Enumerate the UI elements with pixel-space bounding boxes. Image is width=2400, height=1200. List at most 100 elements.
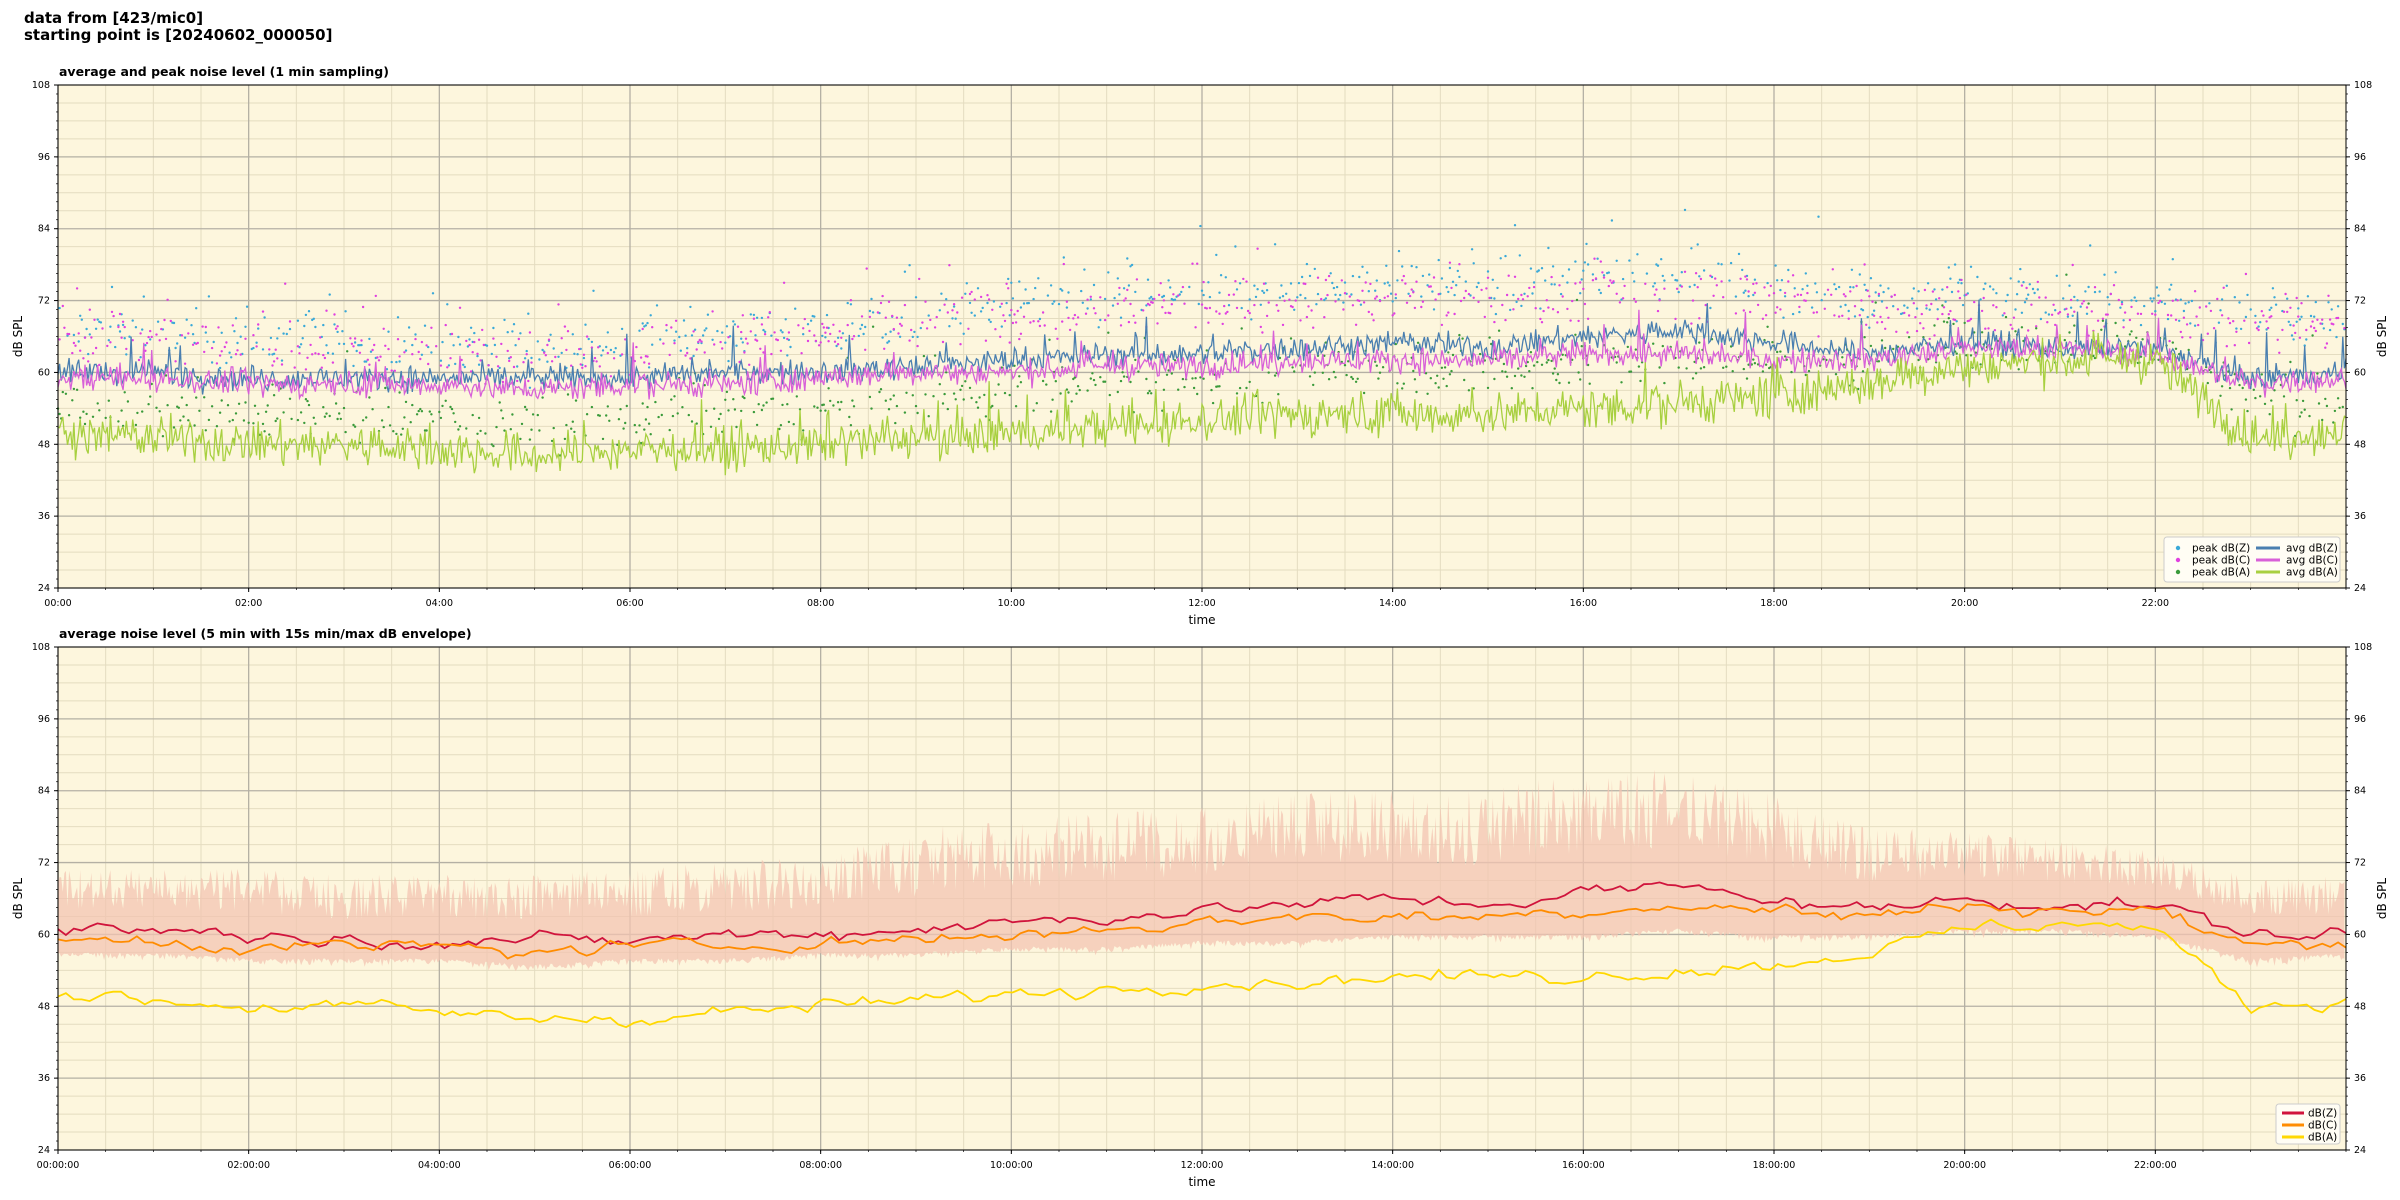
data-point (1156, 322, 1159, 325)
data-point (1882, 290, 1885, 294)
data-point (767, 316, 770, 319)
data-point (1960, 282, 1963, 285)
data-point (1823, 293, 1827, 296)
data-point (965, 282, 968, 285)
data-point (1081, 301, 1085, 304)
data-point (1293, 370, 1296, 373)
data-point (2065, 273, 2068, 276)
data-point (1367, 310, 1371, 314)
data-point (1300, 275, 1304, 279)
data-point (2103, 273, 2106, 276)
data-point (1361, 289, 1364, 292)
data-point (1868, 326, 1871, 329)
data-point (407, 326, 411, 329)
data-point (1804, 373, 1808, 377)
data-point (1397, 249, 1401, 253)
data-point (1922, 327, 1925, 330)
data-point (2025, 286, 2028, 290)
data-point (1926, 282, 1930, 285)
data-point (787, 331, 791, 334)
data-point (946, 407, 949, 411)
data-point (700, 340, 703, 343)
data-point (528, 438, 532, 441)
data-point (323, 356, 327, 360)
data-point (1086, 389, 1089, 392)
data-point (2170, 314, 2173, 317)
data-point (641, 402, 644, 405)
data-point (840, 400, 843, 404)
data-point (2014, 308, 2017, 311)
data-point (2020, 311, 2024, 314)
data-point (1907, 336, 1911, 339)
data-point (924, 393, 927, 396)
data-point (927, 314, 930, 317)
data-point (83, 336, 87, 339)
data-point (2030, 303, 2033, 306)
data-point (668, 353, 671, 357)
data-point (2238, 301, 2241, 304)
data-point (1394, 296, 1398, 300)
data-point (231, 418, 234, 422)
data-point (2244, 398, 2248, 401)
data-point (1215, 310, 1218, 313)
data-point (606, 405, 609, 408)
data-point (1219, 274, 1223, 277)
data-point (1103, 318, 1107, 322)
data-point (2257, 325, 2260, 328)
data-point (1729, 345, 1733, 348)
data-point (1016, 309, 1019, 313)
data-point (1361, 265, 1364, 268)
data-point (703, 384, 706, 387)
data-point (1520, 304, 1523, 308)
data-point (814, 339, 818, 343)
data-point (1378, 371, 1382, 374)
data-point (2198, 306, 2201, 309)
data-point (368, 363, 371, 366)
data-point (252, 334, 255, 337)
data-point (1334, 300, 1337, 303)
data-point (1745, 278, 1749, 281)
data-point (2328, 328, 2332, 332)
data-point (2228, 321, 2232, 325)
data-point (1375, 364, 1379, 367)
y-tick-label-right: 60 (2354, 929, 2366, 940)
data-point (427, 345, 430, 349)
data-point (585, 413, 589, 416)
data-point (1702, 269, 1706, 272)
data-point (1602, 274, 1606, 277)
data-point (338, 342, 341, 345)
data-point (952, 303, 956, 306)
data-point (1049, 410, 1053, 413)
data-point (719, 412, 722, 416)
data-point (889, 330, 892, 333)
data-point (161, 435, 165, 438)
data-point (72, 387, 76, 391)
data-point (263, 316, 266, 319)
data-point (941, 340, 945, 344)
data-point (1056, 337, 1059, 340)
data-point (2114, 321, 2117, 325)
data-point (851, 399, 854, 402)
data-point (473, 331, 476, 335)
data-point (134, 326, 138, 329)
data-point (2295, 399, 2298, 402)
data-point (1497, 329, 1501, 332)
data-point (1879, 284, 1882, 287)
data-point (2311, 320, 2314, 323)
data-point (964, 292, 967, 295)
data-point (935, 315, 938, 319)
data-point (158, 339, 161, 342)
data-point (851, 322, 854, 325)
data-point (1915, 329, 1919, 333)
data-point (96, 402, 99, 405)
data-point (687, 413, 690, 417)
data-point (1000, 325, 1003, 328)
data-point (525, 349, 528, 353)
data-point (403, 340, 406, 343)
data-point (419, 357, 422, 361)
data-point (1134, 290, 1137, 294)
data-point (1685, 367, 1688, 370)
data-point (1424, 372, 1428, 375)
legend-label: dB(C) (2308, 1120, 2337, 1132)
data-point (1675, 279, 1679, 282)
